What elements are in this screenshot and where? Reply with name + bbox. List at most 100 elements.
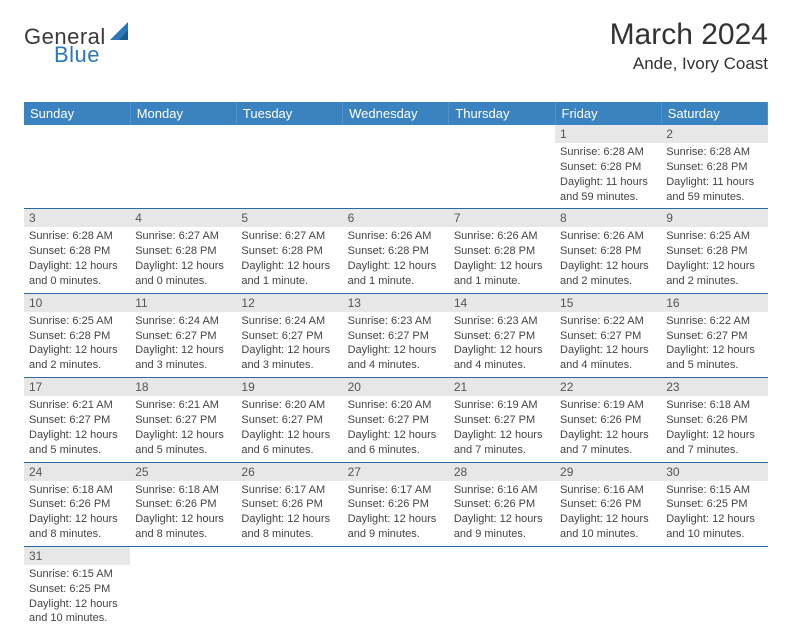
title-block: March 2024 Ande, Ivory Coast: [610, 18, 768, 74]
day-number: 8: [555, 209, 661, 227]
daylight-text: Daylight: 12 hours and 4 minutes.: [560, 343, 656, 373]
daylight-text: Daylight: 11 hours and 59 minutes.: [666, 175, 762, 205]
day-number: 25: [130, 463, 236, 481]
sunrise-text: Sunrise: 6:24 AM: [241, 314, 337, 329]
daylight-text: Daylight: 12 hours and 2 minutes.: [666, 259, 762, 289]
calendar-cell: [555, 546, 661, 630]
day-details: Sunrise: 6:28 AMSunset: 6:28 PMDaylight:…: [555, 143, 661, 208]
calendar-cell: 29Sunrise: 6:16 AMSunset: 6:26 PMDayligh…: [555, 462, 661, 546]
calendar-table: SundayMondayTuesdayWednesdayThursdayFrid…: [24, 102, 768, 630]
calendar-cell: 21Sunrise: 6:19 AMSunset: 6:27 PMDayligh…: [449, 378, 555, 462]
calendar-cell: [130, 125, 236, 209]
sunrise-text: Sunrise: 6:24 AM: [135, 314, 231, 329]
day-number: 17: [24, 378, 130, 396]
day-details: Sunrise: 6:26 AMSunset: 6:28 PMDaylight:…: [449, 227, 555, 292]
sunset-text: Sunset: 6:28 PM: [560, 160, 656, 175]
calendar-week: 3Sunrise: 6:28 AMSunset: 6:28 PMDaylight…: [24, 209, 768, 293]
day-number: 3: [24, 209, 130, 227]
day-number: 24: [24, 463, 130, 481]
calendar-cell: 18Sunrise: 6:21 AMSunset: 6:27 PMDayligh…: [130, 378, 236, 462]
day-details: Sunrise: 6:21 AMSunset: 6:27 PMDaylight:…: [130, 396, 236, 461]
day-number: 18: [130, 378, 236, 396]
sunset-text: Sunset: 6:25 PM: [29, 582, 125, 597]
calendar-cell: 1Sunrise: 6:28 AMSunset: 6:28 PMDaylight…: [555, 125, 661, 209]
sunrise-text: Sunrise: 6:21 AM: [135, 398, 231, 413]
daylight-text: Daylight: 12 hours and 6 minutes.: [241, 428, 337, 458]
day-number: 23: [661, 378, 767, 396]
day-details: Sunrise: 6:26 AMSunset: 6:28 PMDaylight:…: [555, 227, 661, 292]
daylight-text: Daylight: 12 hours and 7 minutes.: [454, 428, 550, 458]
calendar-cell: 4Sunrise: 6:27 AMSunset: 6:28 PMDaylight…: [130, 209, 236, 293]
sunset-text: Sunset: 6:27 PM: [348, 329, 444, 344]
day-details: Sunrise: 6:25 AMSunset: 6:28 PMDaylight:…: [661, 227, 767, 292]
day-number: 6: [343, 209, 449, 227]
sunrise-text: Sunrise: 6:26 AM: [454, 229, 550, 244]
daylight-text: Daylight: 12 hours and 1 minute.: [348, 259, 444, 289]
sunset-text: Sunset: 6:27 PM: [666, 329, 762, 344]
day-header: Friday: [555, 102, 661, 125]
calendar-cell: [449, 546, 555, 630]
calendar-cell: [661, 546, 767, 630]
day-details: Sunrise: 6:18 AMSunset: 6:26 PMDaylight:…: [661, 396, 767, 461]
calendar-cell: [343, 125, 449, 209]
daylight-text: Daylight: 12 hours and 5 minutes.: [29, 428, 125, 458]
calendar-cell: 25Sunrise: 6:18 AMSunset: 6:26 PMDayligh…: [130, 462, 236, 546]
sunrise-text: Sunrise: 6:18 AM: [666, 398, 762, 413]
day-number: 21: [449, 378, 555, 396]
calendar-cell: 26Sunrise: 6:17 AMSunset: 6:26 PMDayligh…: [236, 462, 342, 546]
daylight-text: Daylight: 12 hours and 10 minutes.: [666, 512, 762, 542]
daylight-text: Daylight: 12 hours and 3 minutes.: [135, 343, 231, 373]
sunrise-text: Sunrise: 6:26 AM: [348, 229, 444, 244]
location-label: Ande, Ivory Coast: [610, 54, 768, 74]
daylight-text: Daylight: 12 hours and 4 minutes.: [348, 343, 444, 373]
calendar-cell: 7Sunrise: 6:26 AMSunset: 6:28 PMDaylight…: [449, 209, 555, 293]
sunset-text: Sunset: 6:27 PM: [29, 413, 125, 428]
sunrise-text: Sunrise: 6:25 AM: [666, 229, 762, 244]
day-number: 26: [236, 463, 342, 481]
day-details: Sunrise: 6:15 AMSunset: 6:25 PMDaylight:…: [661, 481, 767, 546]
daylight-text: Daylight: 12 hours and 3 minutes.: [241, 343, 337, 373]
day-number: 19: [236, 378, 342, 396]
sunset-text: Sunset: 6:26 PM: [241, 497, 337, 512]
calendar-cell: 19Sunrise: 6:20 AMSunset: 6:27 PMDayligh…: [236, 378, 342, 462]
day-header: Monday: [130, 102, 236, 125]
calendar-cell: 8Sunrise: 6:26 AMSunset: 6:28 PMDaylight…: [555, 209, 661, 293]
month-title: March 2024: [610, 18, 768, 52]
day-number: 16: [661, 294, 767, 312]
calendar-cell: 27Sunrise: 6:17 AMSunset: 6:26 PMDayligh…: [343, 462, 449, 546]
daylight-text: Daylight: 12 hours and 1 minute.: [241, 259, 337, 289]
day-details: Sunrise: 6:23 AMSunset: 6:27 PMDaylight:…: [449, 312, 555, 377]
sunset-text: Sunset: 6:28 PM: [241, 244, 337, 259]
sunrise-text: Sunrise: 6:18 AM: [135, 483, 231, 498]
day-number: 20: [343, 378, 449, 396]
day-number: 28: [449, 463, 555, 481]
sunset-text: Sunset: 6:26 PM: [454, 497, 550, 512]
day-number: 9: [661, 209, 767, 227]
sunset-text: Sunset: 6:27 PM: [135, 329, 231, 344]
sunrise-text: Sunrise: 6:19 AM: [560, 398, 656, 413]
daylight-text: Daylight: 12 hours and 0 minutes.: [135, 259, 231, 289]
calendar-cell: 28Sunrise: 6:16 AMSunset: 6:26 PMDayligh…: [449, 462, 555, 546]
calendar-cell: 14Sunrise: 6:23 AMSunset: 6:27 PMDayligh…: [449, 293, 555, 377]
calendar-cell: 9Sunrise: 6:25 AMSunset: 6:28 PMDaylight…: [661, 209, 767, 293]
daylight-text: Daylight: 12 hours and 7 minutes.: [560, 428, 656, 458]
sunrise-text: Sunrise: 6:16 AM: [560, 483, 656, 498]
day-details: Sunrise: 6:28 AMSunset: 6:28 PMDaylight:…: [24, 227, 130, 292]
day-number: 14: [449, 294, 555, 312]
day-number: 4: [130, 209, 236, 227]
calendar-cell: 13Sunrise: 6:23 AMSunset: 6:27 PMDayligh…: [343, 293, 449, 377]
sunset-text: Sunset: 6:27 PM: [560, 329, 656, 344]
daylight-text: Daylight: 12 hours and 2 minutes.: [560, 259, 656, 289]
brand-text-blue: Blue: [54, 42, 100, 67]
sunrise-text: Sunrise: 6:15 AM: [666, 483, 762, 498]
day-number: 15: [555, 294, 661, 312]
daylight-text: Daylight: 12 hours and 6 minutes.: [348, 428, 444, 458]
day-number: 12: [236, 294, 342, 312]
day-details: Sunrise: 6:16 AMSunset: 6:26 PMDaylight:…: [449, 481, 555, 546]
day-number: 2: [661, 125, 767, 143]
sunset-text: Sunset: 6:28 PM: [666, 160, 762, 175]
sunset-text: Sunset: 6:27 PM: [454, 413, 550, 428]
calendar-cell: 22Sunrise: 6:19 AMSunset: 6:26 PMDayligh…: [555, 378, 661, 462]
calendar-cell: [236, 546, 342, 630]
sunset-text: Sunset: 6:28 PM: [348, 244, 444, 259]
